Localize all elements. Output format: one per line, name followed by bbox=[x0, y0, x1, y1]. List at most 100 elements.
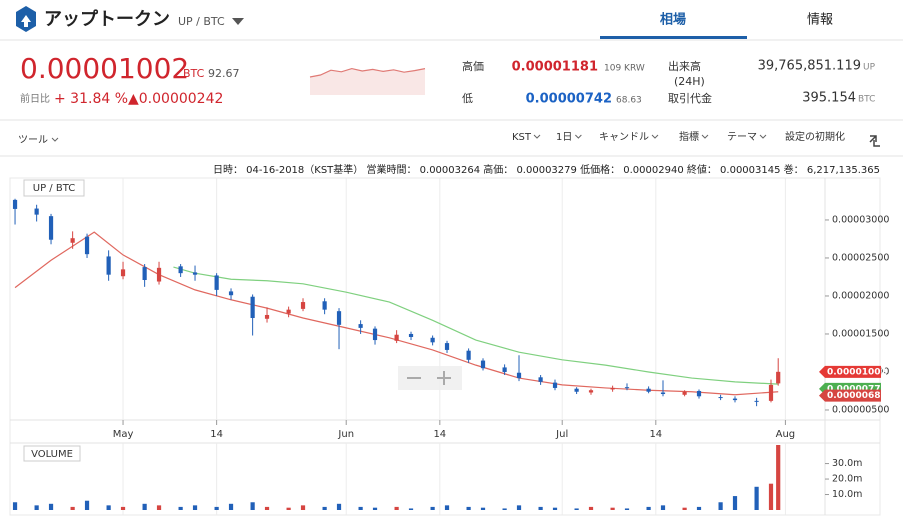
x-tick-label: 14 bbox=[433, 429, 446, 440]
candle-body bbox=[660, 392, 666, 395]
price-tag-label: 0.00001002 bbox=[827, 367, 887, 377]
volume-bar bbox=[120, 506, 126, 510]
stat-value: 0.00001181 bbox=[512, 60, 598, 75]
chevron bbox=[533, 134, 541, 139]
candle-body bbox=[502, 367, 507, 372]
toolbar-item[interactable]: 設定の初期化 bbox=[785, 130, 845, 143]
candle-body bbox=[552, 382, 558, 388]
candle-body bbox=[286, 309, 291, 314]
volume-bar bbox=[192, 505, 198, 510]
change-label: 前日比 bbox=[20, 92, 50, 105]
volume-bar bbox=[34, 505, 39, 510]
volume-bar bbox=[156, 505, 162, 510]
dropdown-icon[interactable] bbox=[232, 18, 244, 25]
y-tick-label: 0.00002500 bbox=[832, 252, 889, 263]
sparkline-area bbox=[310, 68, 425, 95]
expand-icon[interactable] bbox=[869, 135, 880, 147]
volume-bar bbox=[214, 506, 219, 510]
coin-title: アップトークン bbox=[44, 8, 170, 30]
volume-bar bbox=[84, 500, 90, 510]
volume-bar bbox=[300, 505, 306, 510]
toolbar-item[interactable]: 1日 bbox=[556, 132, 572, 143]
zoom-controls bbox=[398, 366, 462, 390]
logo bbox=[16, 6, 36, 32]
volume-bar bbox=[444, 505, 450, 510]
tab[interactable]: 情報 bbox=[807, 13, 833, 28]
candle-body bbox=[34, 208, 39, 215]
volume-bar bbox=[372, 507, 378, 510]
tab[interactable]: 相場 bbox=[660, 12, 686, 28]
candle-body bbox=[466, 350, 471, 360]
candle-body bbox=[228, 291, 234, 296]
candle-body bbox=[624, 387, 630, 389]
stat-value: 39,765,851.119 bbox=[758, 59, 861, 74]
candle-body bbox=[192, 272, 198, 275]
volume-bar bbox=[646, 506, 651, 510]
stat-label: 出来高 bbox=[668, 59, 701, 73]
toolbar-item[interactable]: 指標 bbox=[679, 130, 699, 143]
chart-frame bbox=[9, 177, 881, 516]
volume-bar bbox=[574, 508, 579, 510]
chevron bbox=[701, 134, 709, 139]
candle-body bbox=[120, 269, 126, 277]
y-tick-label: 0.00001500 bbox=[832, 328, 889, 339]
volume-bar bbox=[776, 445, 781, 510]
x-tick-label: Jun bbox=[337, 429, 354, 440]
toolbar-item[interactable]: KST bbox=[512, 132, 532, 143]
price-tag-label: 0.00000689 bbox=[827, 391, 887, 401]
zoom-in[interactable] bbox=[437, 371, 451, 385]
price-tag bbox=[819, 365, 881, 378]
y-tick-label: 10.0m bbox=[832, 489, 862, 500]
stat-label: 低 bbox=[462, 92, 473, 105]
volume-bar bbox=[466, 506, 471, 510]
volume-bar bbox=[322, 506, 327, 510]
candle-body bbox=[516, 372, 522, 379]
stat-sub: BTC bbox=[858, 95, 875, 105]
candle-body bbox=[264, 314, 270, 319]
x-tick-label: Jul bbox=[555, 429, 568, 440]
chart-title-box bbox=[23, 179, 85, 197]
change-pct: + 31.84 % bbox=[54, 91, 128, 107]
volume-bar bbox=[588, 506, 594, 510]
toolbar-item[interactable]: キャンドル bbox=[599, 132, 649, 143]
ohlc-info: 日時： 04-16-2018（KST基準） 営業時間： 0.00003264 高… bbox=[213, 163, 880, 176]
volume-bar bbox=[552, 507, 558, 510]
volume-bar bbox=[264, 506, 270, 510]
stat-sub: 68.63 bbox=[616, 96, 642, 106]
candle-body bbox=[776, 371, 781, 384]
x-tick-label: 14 bbox=[210, 429, 223, 440]
volume-title: VOLUME bbox=[31, 449, 73, 460]
candle-body bbox=[70, 238, 75, 243]
stat-label: 高価 bbox=[462, 59, 484, 73]
candle-body bbox=[718, 397, 723, 399]
price-tag bbox=[819, 389, 881, 402]
volume-bar bbox=[516, 505, 522, 510]
volume-bar bbox=[696, 506, 702, 510]
stat-label: (24H) bbox=[674, 75, 705, 88]
volume-bar bbox=[250, 502, 255, 510]
change-abs: ▲0.00000242 bbox=[128, 91, 223, 107]
candle-body bbox=[768, 384, 774, 401]
candle-body bbox=[480, 360, 486, 369]
candle-body bbox=[156, 267, 162, 282]
candle-body bbox=[250, 296, 255, 319]
candle-body bbox=[48, 216, 54, 240]
candle-body bbox=[142, 267, 147, 281]
candle-body bbox=[322, 301, 327, 310]
chevron bbox=[51, 137, 59, 142]
y-tick-label: 0.00002000 bbox=[832, 290, 889, 301]
volume-bar bbox=[70, 506, 75, 510]
tool-menu[interactable]: ツール bbox=[18, 135, 48, 146]
plot: May14Jun14Jul14Aug0.000005000.000010000.… bbox=[12, 178, 889, 515]
volume-bar bbox=[286, 507, 291, 510]
toolbar-item[interactable]: テーマ bbox=[727, 132, 757, 143]
price-unit: BTC bbox=[183, 67, 205, 80]
y-tick-label: 30.0m bbox=[832, 458, 862, 469]
volume-bar bbox=[408, 508, 414, 510]
stat-sub: UP bbox=[863, 63, 876, 73]
tab-underline bbox=[600, 36, 747, 39]
candle-body bbox=[754, 400, 759, 402]
candle-body bbox=[214, 275, 219, 290]
chevron bbox=[651, 134, 659, 139]
